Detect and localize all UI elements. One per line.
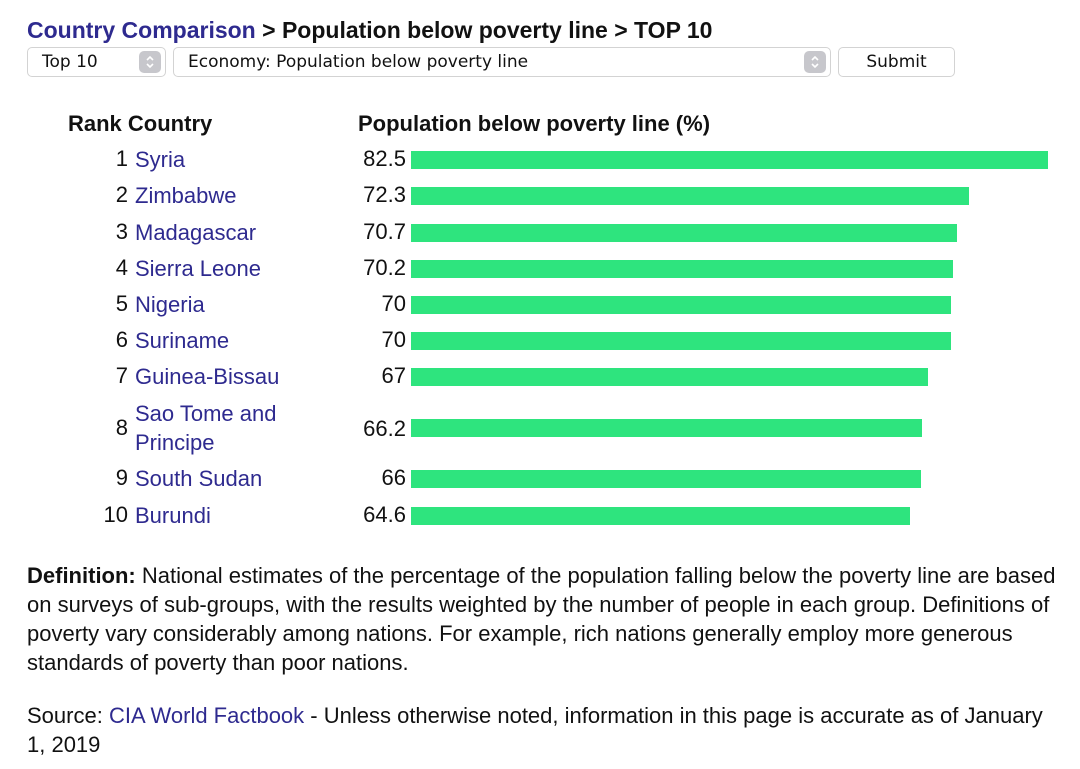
country-link[interactable]: Syria xyxy=(135,147,186,172)
breadcrumb-separator: > xyxy=(262,17,276,43)
rank: 2 xyxy=(115,182,128,207)
value: 70 xyxy=(381,291,406,316)
value: 70.7 xyxy=(363,219,406,244)
bar xyxy=(411,187,969,205)
bar xyxy=(411,368,928,386)
bar xyxy=(411,296,951,314)
bar xyxy=(411,260,953,278)
country-link[interactable]: Sierra Leone xyxy=(135,256,261,281)
rank: 1 xyxy=(115,146,128,171)
country-comparison-link[interactable]: Country Comparison xyxy=(27,17,256,43)
value: 72.3 xyxy=(363,182,406,207)
breadcrumb-separator: > xyxy=(614,17,628,43)
rank: 7 xyxy=(115,363,128,388)
value-header: Population below poverty line (%) xyxy=(358,111,711,136)
value: 82.5 xyxy=(363,146,406,171)
country-link[interactable]: Madagascar xyxy=(135,220,257,245)
rank: 3 xyxy=(115,219,128,244)
country-link[interactable]: South Sudan xyxy=(135,466,263,491)
rank: 6 xyxy=(115,327,128,352)
value: 64.6 xyxy=(363,502,406,527)
bar xyxy=(411,419,922,437)
country-link[interactable]: Suriname xyxy=(135,328,230,353)
top-n-select[interactable]: Top 10 xyxy=(27,47,166,77)
rank: 9 xyxy=(115,465,128,490)
rank: 4 xyxy=(115,255,128,280)
cia-world-factbook-link[interactable]: CIA World Factbook xyxy=(108,703,305,728)
field-select[interactable]: Economy: Population below poverty line xyxy=(173,47,831,77)
field-select-value: Economy: Population below poverty line xyxy=(188,52,529,72)
breadcrumb: Country Comparison > Population below po… xyxy=(27,17,712,44)
definition-text: Definition: National estimates of the pe… xyxy=(27,561,1057,677)
country-line: Sao Tome and xyxy=(135,401,277,426)
select-stepper-icon xyxy=(139,51,161,73)
country-line: Principe xyxy=(135,430,215,455)
country-link[interactable]: Guinea-Bissau xyxy=(135,364,280,389)
bar xyxy=(411,470,921,488)
bar xyxy=(411,224,957,242)
value: 70.2 xyxy=(363,255,406,280)
rank: 8 xyxy=(115,415,128,440)
top-n-select-value: Top 10 xyxy=(42,52,98,72)
bar xyxy=(411,151,1048,169)
country-link[interactable]: Zimbabwe xyxy=(135,183,237,208)
definition-body: National estimates of the percentage of … xyxy=(27,563,1056,675)
rank: 5 xyxy=(115,291,128,316)
value: 70 xyxy=(381,327,406,352)
breadcrumb-current: TOP 10 xyxy=(634,17,713,43)
select-stepper-icon xyxy=(804,51,826,73)
definition-label: Definition: xyxy=(27,563,136,588)
source-text: - Unless otherwise noted, information in… xyxy=(27,703,1043,757)
value: 66.2 xyxy=(363,416,406,441)
bar xyxy=(411,507,910,525)
value: 67 xyxy=(381,363,406,388)
breadcrumb-field: Population below poverty line xyxy=(281,17,608,43)
country-link[interactable]: Burundi xyxy=(135,503,211,528)
source-prefix: Source: xyxy=(27,703,109,728)
value: 66 xyxy=(381,465,406,490)
source-note: Source: CIA World Factbook - Unless othe… xyxy=(27,701,1067,759)
country-link[interactable]: Sao Tome and Principe xyxy=(135,399,276,457)
rank: 10 xyxy=(103,502,128,527)
rank-country-header: Rank Country xyxy=(68,111,213,136)
country-link[interactable]: Nigeria xyxy=(135,292,205,317)
submit-button[interactable]: Submit xyxy=(838,47,955,77)
bar xyxy=(411,332,951,350)
